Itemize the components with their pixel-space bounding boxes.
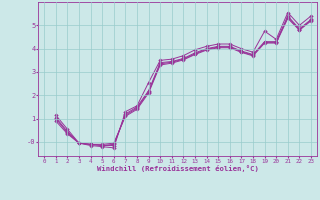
X-axis label: Windchill (Refroidissement éolien,°C): Windchill (Refroidissement éolien,°C) [97,165,259,172]
